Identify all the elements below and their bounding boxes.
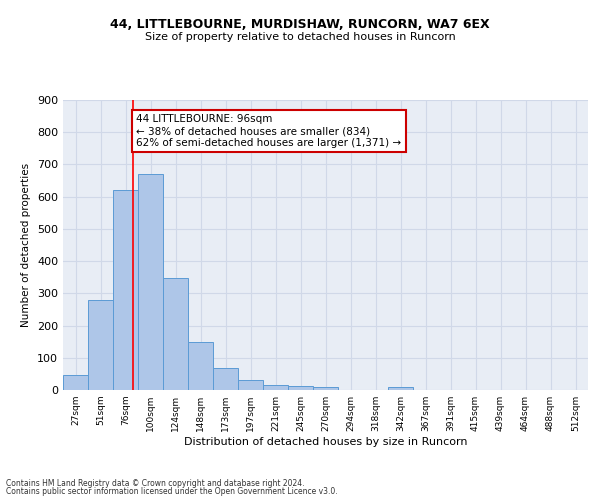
Bar [113,190,137,390]
Bar [163,278,188,390]
Bar [214,368,238,390]
Text: Size of property relative to detached houses in Runcorn: Size of property relative to detached ho… [145,32,455,42]
Text: 44 LITTLEBOURNE: 96sqm
← 38% of detached houses are smaller (834)
62% of semi-de: 44 LITTLEBOURNE: 96sqm ← 38% of detached… [136,114,401,148]
Text: 44, LITTLEBOURNE, MURDISHAW, RUNCORN, WA7 6EX: 44, LITTLEBOURNE, MURDISHAW, RUNCORN, WA… [110,18,490,30]
Bar [289,386,313,390]
Text: Contains public sector information licensed under the Open Government Licence v3: Contains public sector information licen… [6,487,338,496]
Bar [139,174,163,390]
Bar [388,387,413,390]
Bar [188,342,212,390]
Y-axis label: Number of detached properties: Number of detached properties [22,163,31,327]
Bar [313,387,338,390]
Bar [64,375,88,390]
Bar [263,384,287,390]
Bar [88,300,113,390]
Text: Contains HM Land Registry data © Crown copyright and database right 2024.: Contains HM Land Registry data © Crown c… [6,478,305,488]
X-axis label: Distribution of detached houses by size in Runcorn: Distribution of detached houses by size … [184,437,467,447]
Bar [238,380,263,390]
